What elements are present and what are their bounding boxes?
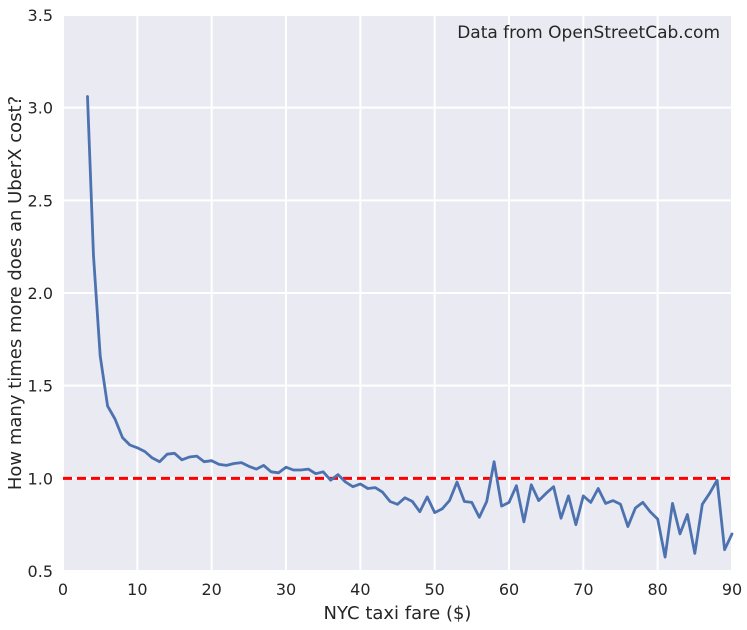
x-tick-labels: 0 10 20 30 40 50 60 70 80 90 <box>58 580 742 599</box>
y-tick-label: 3.0 <box>28 99 53 118</box>
series-line <box>86 95 734 559</box>
annotation: Data from OpenStreetCab.com <box>457 23 720 43</box>
x-tick-label: 30 <box>276 580 296 599</box>
x-tick-label: 10 <box>127 580 147 599</box>
y-tick-label: 1.0 <box>28 469 53 488</box>
x-tick-label: 0 <box>58 580 68 599</box>
y-tick-label: 3.5 <box>28 6 53 25</box>
y-tick-label: 1.5 <box>28 377 53 396</box>
series-layer <box>86 95 734 559</box>
x-tick-label: 90 <box>722 580 742 599</box>
x-axis-label: NYC taxi fare ($) <box>324 603 472 624</box>
x-tick-label: 20 <box>201 580 221 599</box>
x-tick-label: 80 <box>647 580 667 599</box>
x-tick-label: 50 <box>424 580 444 599</box>
x-tick-label: 40 <box>350 580 370 599</box>
x-tick-label: 60 <box>499 580 519 599</box>
gridlines <box>62 14 733 572</box>
y-axis-label: How many times more does an UberX cost? <box>5 96 26 490</box>
y-tick-labels: 0.5 1.0 1.5 2.0 2.5 3.0 3.5 <box>28 6 53 581</box>
y-tick-label: 0.5 <box>28 562 53 581</box>
y-tick-label: 2.0 <box>28 284 53 303</box>
x-tick-label: 70 <box>573 580 593 599</box>
y-tick-label: 2.5 <box>28 191 53 210</box>
